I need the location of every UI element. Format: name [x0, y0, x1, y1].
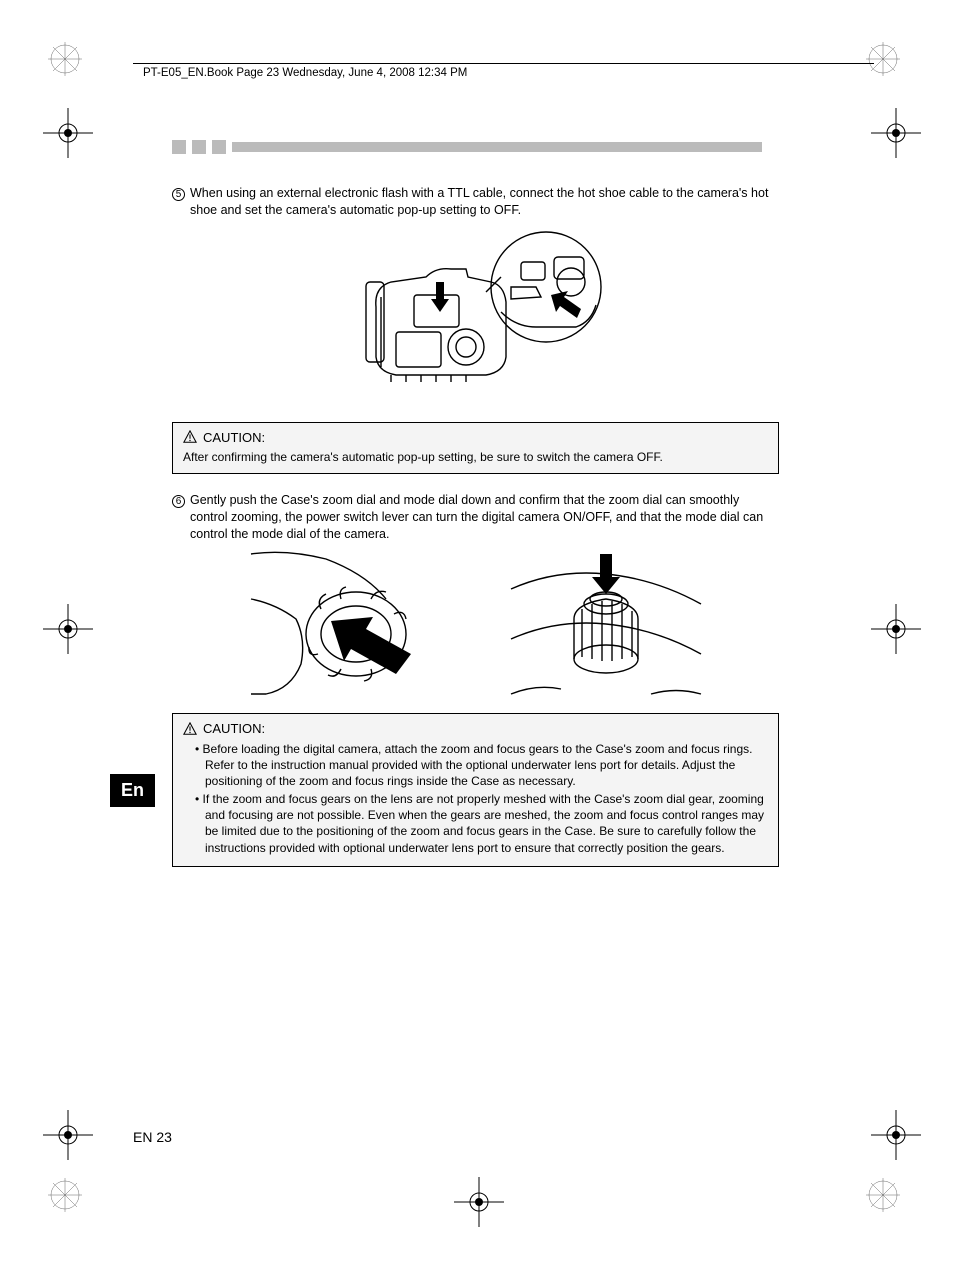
caution-box-2: CAUTION: Before loading the digital came… [172, 713, 779, 867]
header-rule [133, 63, 874, 64]
illustration-dials [172, 549, 779, 699]
crop-cross-r2 [871, 604, 931, 664]
crop-cross-l1 [43, 108, 103, 168]
step-5-number: 5 [172, 185, 190, 202]
crop-cross-l2 [43, 604, 103, 664]
step-6: 6 Gently push the Case's zoom dial and m… [172, 492, 779, 543]
caution-2-title: CAUTION: [183, 720, 768, 738]
header-fileinfo: PT-E05_EN.Book Page 23 Wednesday, June 4… [143, 67, 467, 79]
caution-2-item-a: Before loading the digital camera, attac… [195, 741, 768, 790]
caution-1-text: After confirming the camera's automatic … [183, 449, 768, 465]
step-6-text: Gently push the Case's zoom dial and mod… [190, 492, 779, 543]
crop-corner-tr [866, 42, 926, 102]
crop-cross-bc [454, 1177, 514, 1237]
caution-box-1: CAUTION: After confirming the camera's a… [172, 422, 779, 475]
crop-corner-tl [48, 42, 108, 102]
illustration-camera [172, 227, 779, 410]
section-divider [172, 140, 762, 154]
step-6-number: 6 [172, 492, 190, 509]
illustration-zoom-dial [246, 549, 456, 699]
language-tab: En [110, 774, 155, 807]
step-5: 5 When using an external electronic flas… [172, 185, 779, 219]
caution-2-item-b: If the zoom and focus gears on the lens … [195, 791, 768, 856]
crop-cross-r1 [871, 108, 931, 168]
crop-corner-br [866, 1178, 926, 1238]
illustration-mode-dial [506, 549, 706, 699]
caution-2-label: CAUTION: [203, 720, 265, 738]
warning-icon [183, 722, 197, 736]
crop-cross-r3 [871, 1110, 931, 1170]
page-content: 5 When using an external electronic flas… [172, 185, 779, 885]
caution-1-label: CAUTION: [203, 429, 265, 447]
crop-cross-l3 [43, 1110, 103, 1170]
crop-corner-bl [48, 1178, 108, 1238]
caution-1-title: CAUTION: [183, 429, 768, 447]
page-number: EN 23 [133, 1129, 172, 1145]
warning-icon [183, 430, 197, 444]
step-5-text: When using an external electronic flash … [190, 185, 779, 219]
